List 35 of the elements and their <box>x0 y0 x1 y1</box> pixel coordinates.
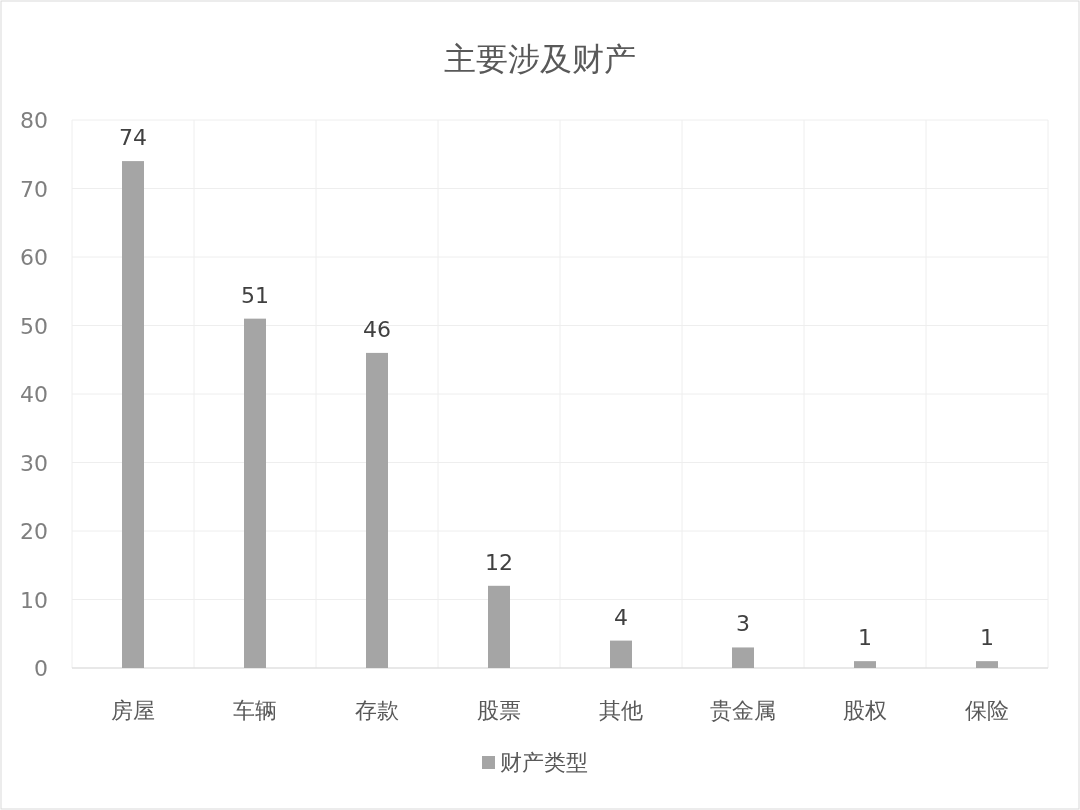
x-tick-label: 车辆 <box>233 698 277 723</box>
y-tick-label: 10 <box>20 587 48 613</box>
chart-title: 主要涉及财产 <box>444 40 636 78</box>
y-tick-label: 30 <box>20 450 48 476</box>
y-tick-label: 20 <box>20 519 48 544</box>
data-label: 1 <box>980 625 994 651</box>
bar <box>732 647 754 668</box>
x-tick-label: 股票 <box>477 698 521 723</box>
legend-label: 财产类型 <box>500 750 588 775</box>
x-tick-label: 保险 <box>965 698 1009 723</box>
data-label: 12 <box>485 549 513 575</box>
bar <box>610 640 632 668</box>
x-tick-label: 存款 <box>355 698 399 723</box>
data-label: 51 <box>241 282 269 308</box>
x-tick-label: 其他 <box>599 698 643 723</box>
data-label: 1 <box>858 625 872 651</box>
bar <box>366 352 388 668</box>
data-label: 74 <box>119 125 147 151</box>
bar <box>976 661 998 668</box>
y-tick-label: 0 <box>34 656 48 681</box>
bar <box>244 318 266 668</box>
bar <box>488 585 510 668</box>
bar <box>854 661 876 668</box>
data-label: 3 <box>736 611 750 637</box>
data-label: 46 <box>363 316 391 342</box>
x-tick-label: 股权 <box>843 698 887 723</box>
data-label: 4 <box>614 604 628 630</box>
bar <box>122 161 144 668</box>
y-tick-label: 70 <box>20 176 48 202</box>
y-tick-label: 40 <box>20 382 48 407</box>
y-tick-label: 60 <box>20 245 48 270</box>
x-tick-label: 贵金属 <box>710 698 776 723</box>
y-tick-label: 80 <box>20 108 48 133</box>
y-tick-label: 50 <box>20 313 48 339</box>
x-tick-label: 房屋 <box>111 698 155 723</box>
